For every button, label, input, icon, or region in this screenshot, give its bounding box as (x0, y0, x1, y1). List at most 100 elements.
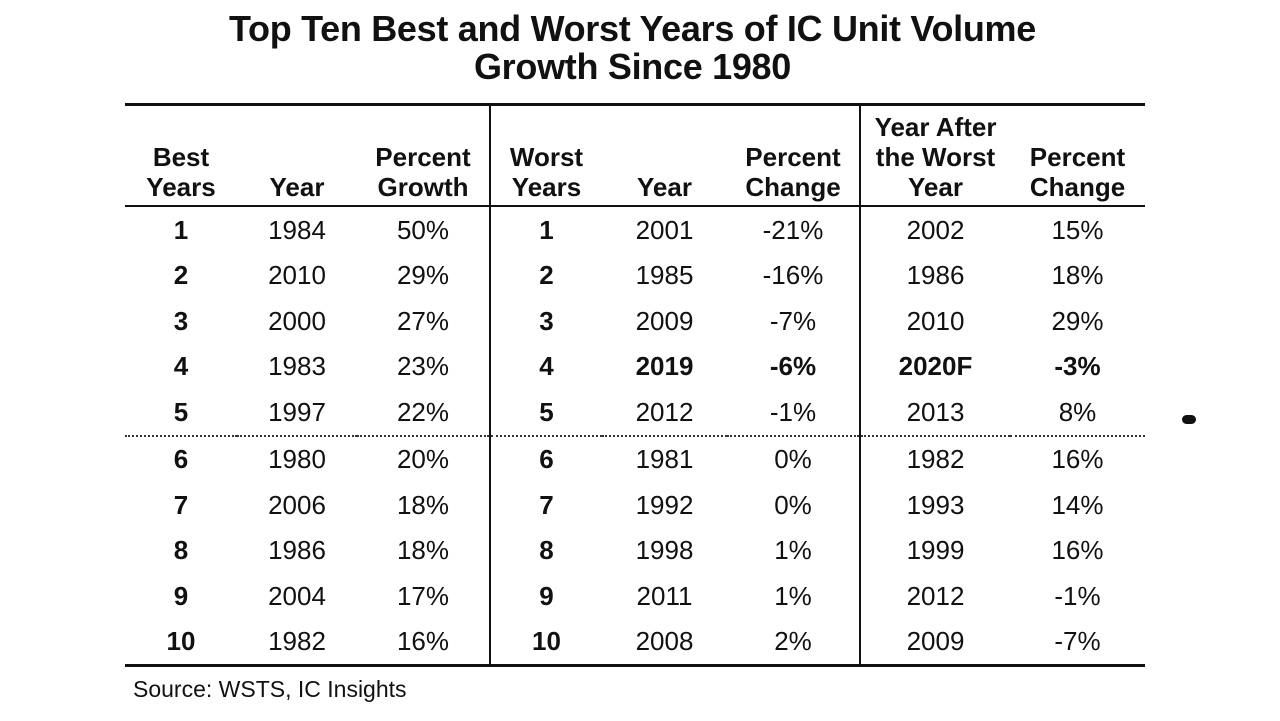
best-rank-cell: 3 (173, 305, 189, 336)
after-percent-cell: 16% (1051, 535, 1104, 566)
table-row: 6 1980 20% 6 1981 0% 1982 16% (125, 435, 1145, 482)
table-header-row: Best Years Year Percent Growth Worst Years … (125, 104, 1145, 207)
header-best-year: Year (237, 104, 357, 207)
after-percent-cell: -3% (1054, 351, 1101, 382)
best-rank-cell: 8 (173, 535, 189, 566)
worst-year-cell: 2008 (635, 626, 694, 657)
best-year-cell: 2004 (268, 580, 326, 611)
table-row: 7 2006 18% 7 1992 0% 1993 14% (125, 482, 1145, 528)
after-year-cell: 2013 (860, 389, 1010, 437)
best-percent-cell: 18% (357, 527, 491, 573)
header-year-after-worst: Year After the Worst Year (860, 104, 1010, 207)
table-body: 1 1984 50% 1 2001 -21% 2002 15% 2 2010 29% 2 1985 -16… (125, 206, 1145, 666)
after-year-cell: 2012 (906, 580, 965, 611)
best-year-cell: 1983 (268, 351, 326, 382)
worst-percent-cell: 0% (727, 435, 861, 482)
best-rank-cell: 10 (166, 626, 196, 657)
table-row: 1 1984 50% 1 2001 -21% 2002 15% (125, 206, 1145, 253)
after-percent-cell: 18% (1051, 260, 1104, 291)
after-year-cell: 1986 (906, 260, 965, 291)
best-rank-cell: 1 (173, 214, 189, 245)
best-year-cell: 2010 (268, 260, 326, 291)
worst-rank-cell: 8 (539, 535, 554, 566)
best-year-cell: 1980 (268, 444, 326, 475)
source-note: Source: WSTS, IC Insights (133, 676, 407, 702)
worst-year-cell: 2001 (635, 214, 694, 245)
best-rank-cell: 5 (125, 389, 237, 437)
header-line: Percent (1029, 142, 1126, 172)
best-year-cell: 1982 (268, 626, 326, 657)
after-year-cell: 2002 (906, 214, 965, 245)
worst-rank-cell: 7 (539, 489, 554, 520)
worst-year-cell: 2019 (635, 351, 694, 382)
header-line: Growth (377, 172, 469, 202)
best-worst-years-table: Best Years Year Percent Growth Worst Years … (125, 103, 1145, 667)
best-percent-cell: 29% (357, 252, 491, 298)
worst-year-cell: 1992 (635, 489, 694, 520)
header-line: Percent (745, 142, 841, 172)
after-year-cell: 1993 (906, 489, 965, 520)
after-percent-cell: -1% (1054, 580, 1101, 611)
worst-percent-cell: -1% (727, 389, 861, 437)
best-percent-cell: 16% (357, 618, 491, 666)
worst-year-cell: 2012 (602, 389, 727, 437)
worst-rank-cell: 5 (490, 389, 602, 437)
after-year-cell: 2009 (906, 626, 965, 657)
after-percent-cell: 29% (1051, 305, 1104, 336)
after-year-cell: 2020F (898, 351, 973, 382)
title-line-2: Growth Since 1980 (473, 46, 792, 87)
best-year-cell: 2000 (268, 305, 326, 336)
best-year-cell: 1997 (237, 389, 357, 437)
best-percent-cell: 17% (357, 573, 491, 619)
worst-percent-cell: 0% (727, 482, 861, 528)
after-percent-cell: -7% (1054, 626, 1101, 657)
worst-rank-cell: 2 (539, 260, 554, 291)
title-line-1: Top Ten Best and Worst Years of IC Unit … (229, 8, 1036, 49)
worst-percent-cell: -21% (727, 206, 861, 253)
header-line: Year (908, 172, 963, 202)
best-year-cell: 2006 (268, 489, 326, 520)
worst-year-cell: 2011 (636, 580, 693, 611)
worst-rank-cell: 9 (539, 580, 554, 611)
best-rank-cell: 9 (173, 580, 189, 611)
header-line: the Worst (875, 142, 996, 172)
after-percent-cell: 14% (1051, 489, 1104, 520)
table-row: 10 1982 16% 10 2008 2% 2009 -7% (125, 618, 1145, 666)
worst-rank-cell: 4 (539, 351, 554, 382)
header-line: Year (269, 172, 325, 202)
best-percent-cell: 23% (357, 343, 491, 389)
header-line: Years (146, 172, 216, 202)
best-year-cell: 1986 (268, 535, 326, 566)
header-worst-percent-change: Percent Change (727, 104, 861, 207)
best-rank-cell: 2 (173, 260, 189, 291)
after-percent-cell: 16% (1051, 444, 1104, 475)
header-line: Percent (375, 142, 471, 172)
header-best-years: Best Years (125, 104, 237, 207)
header-line: Change (1029, 172, 1126, 202)
worst-year-cell: 1981 (635, 444, 694, 475)
best-rank-cell: 4 (173, 351, 189, 382)
worst-year-cell: 2009 (635, 305, 694, 336)
worst-percent-cell: -16% (727, 252, 861, 298)
worst-rank-cell: 10 (532, 626, 561, 657)
worst-year-cell: 1998 (635, 535, 694, 566)
stray-dot-mark (1182, 415, 1196, 424)
header-best-percent-growth: Percent Growth (357, 104, 491, 207)
after-percent-cell: 15% (1051, 214, 1104, 245)
worst-percent-cell: 1% (727, 573, 861, 619)
header-line: Year After (874, 112, 997, 142)
after-year-cell: 2010 (906, 305, 965, 336)
table-row: 4 1983 23% 4 2019 -6% 2020F -3% (125, 343, 1145, 389)
best-rank-cell: 6 (173, 444, 189, 475)
after-percent-cell: 8% (1010, 389, 1145, 437)
best-percent-cell: 18% (357, 482, 491, 528)
best-year-cell: 1984 (268, 214, 326, 245)
header-after-percent-change: Percent Change (1010, 104, 1145, 207)
table-row: 9 2004 17% 9 2011 1% 2012 -1% (125, 573, 1145, 619)
table-row: 5 1997 22% 5 2012 -1% 2013 8% (125, 389, 1145, 437)
table-row: 3 2000 27% 3 2009 -7% 2010 29% (125, 298, 1145, 344)
best-percent-cell: 50% (357, 206, 491, 253)
table-row: 2 2010 29% 2 1985 -16% 1986 18% (125, 252, 1145, 298)
header-worst-years: Worst Years (490, 104, 602, 207)
worst-year-cell: 1985 (635, 260, 694, 291)
